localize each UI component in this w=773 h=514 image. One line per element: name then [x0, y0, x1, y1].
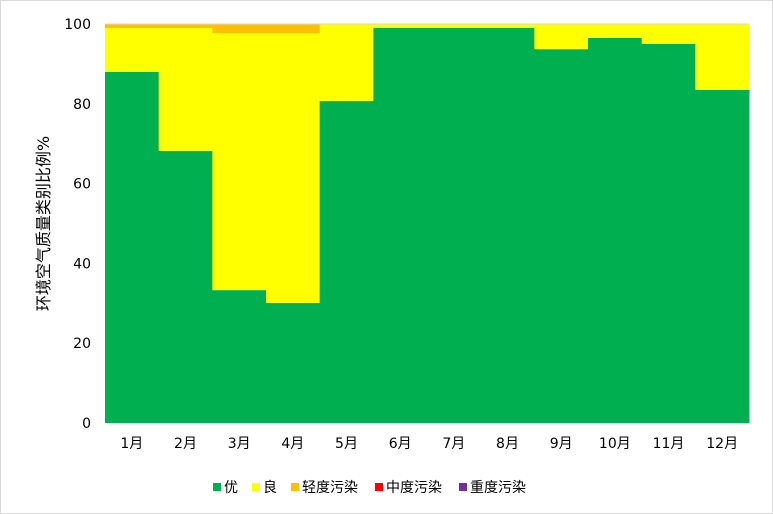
- bar-segment-9月-良: [534, 24, 589, 50]
- legend-label: 轻度污染: [302, 480, 358, 496]
- bar-segment-11月-优: [641, 43, 696, 423]
- legend-label: 优: [224, 480, 238, 496]
- legend-label: 中度污染: [386, 480, 442, 496]
- bar-segment-4月-优: [266, 302, 321, 423]
- legend-label: 良: [263, 480, 277, 496]
- bar-segment-6月-优: [373, 27, 428, 424]
- bar-segment-3月-优: [212, 290, 267, 423]
- y-tick-label: 20: [73, 336, 91, 352]
- y-tick-label: 0: [82, 416, 91, 432]
- bar-segment-11月-良: [641, 24, 696, 44]
- bar-segment-3月-轻度污染: [212, 24, 267, 34]
- x-tick-label: 8月: [496, 436, 519, 452]
- y-tick-label: 80: [73, 97, 91, 113]
- bar-segment-5月-优: [319, 101, 374, 423]
- bar-segment-10月-良: [588, 24, 643, 38]
- bar-segment-2月-优: [158, 150, 213, 423]
- x-tick-label: 7月: [442, 436, 465, 452]
- x-tick-label: 4月: [281, 436, 304, 452]
- bar-segment-7月-优: [427, 27, 482, 424]
- bar-segment-9月-优: [534, 49, 589, 424]
- legend-label: 重度污染: [470, 480, 526, 496]
- x-tick-label: 12月: [706, 436, 738, 452]
- x-tick-label: 3月: [228, 436, 251, 452]
- x-tick-label: 11月: [653, 436, 685, 452]
- y-axis-label: 环境空气质量类别比例%: [34, 136, 53, 311]
- x-tick-label: 9月: [550, 436, 573, 452]
- bar-segment-8月-优: [480, 27, 535, 424]
- bar-segment-6月-良: [373, 24, 428, 28]
- y-tick-label: 100: [64, 17, 91, 33]
- bar-segment-1月-轻度污染: [105, 24, 160, 28]
- legend-swatch-中度污染: [375, 483, 383, 491]
- x-tick-label: 6月: [389, 436, 412, 452]
- legend-swatch-优: [213, 483, 221, 491]
- legend-swatch-重度污染: [459, 483, 467, 491]
- y-tick-label: 40: [73, 256, 91, 272]
- bar-segment-8月-良: [480, 24, 535, 28]
- bar-segment-12月-良: [695, 24, 750, 90]
- bar-segment-10月-优: [588, 37, 643, 424]
- bar-segment-12月-优: [695, 89, 750, 424]
- x-tick-label: 2月: [174, 436, 197, 452]
- x-tick-label: 10月: [599, 436, 631, 452]
- bar-segment-5月-良: [319, 24, 374, 102]
- bar-segment-1月-优: [105, 71, 160, 423]
- bar-segment-2月-轻度污染: [158, 24, 213, 28]
- y-tick-label: 60: [73, 177, 91, 193]
- legend-swatch-轻度污染: [291, 483, 299, 491]
- legend-swatch-良: [252, 483, 260, 491]
- x-tick-label: 1月: [120, 436, 143, 452]
- bar-segment-1月-良: [105, 27, 160, 72]
- bar-segment-4月-轻度污染: [266, 24, 321, 34]
- bar-segment-3月-良: [212, 33, 267, 291]
- bar-segment-7月-良: [427, 24, 482, 28]
- x-tick-label: 5月: [335, 436, 358, 452]
- bar-segment-2月-良: [158, 27, 213, 151]
- bar-segment-4月-良: [266, 33, 321, 303]
